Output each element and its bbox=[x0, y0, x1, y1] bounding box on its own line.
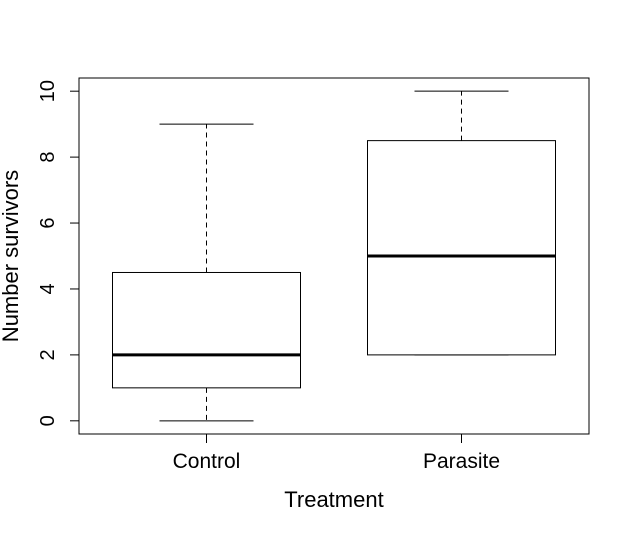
iqr-box-parasite bbox=[367, 140, 556, 356]
y-tick-label-8: 8 bbox=[37, 152, 59, 163]
box-control bbox=[112, 123, 301, 422]
box-parasite bbox=[367, 90, 556, 356]
y-tick-label-6: 6 bbox=[37, 217, 59, 228]
y-tick-label-2: 2 bbox=[37, 349, 59, 360]
plot-frame bbox=[78, 77, 590, 435]
iqr-box-control bbox=[112, 271, 301, 389]
x-tick-label-parasite: Parasite bbox=[423, 450, 500, 473]
boxes-layer bbox=[112, 90, 556, 422]
x-tick-label-control: Control bbox=[173, 450, 241, 473]
y-tick-label-0: 0 bbox=[37, 415, 59, 426]
y-axis-label: Number survivors bbox=[0, 170, 23, 342]
axes-layer: 0 2 4 6 8 10 Control Parasite bbox=[37, 77, 590, 473]
y-tick-label-4: 4 bbox=[37, 283, 59, 294]
x-axis-label: Treatment bbox=[284, 487, 383, 512]
y-tick-label-10: 10 bbox=[37, 80, 59, 102]
